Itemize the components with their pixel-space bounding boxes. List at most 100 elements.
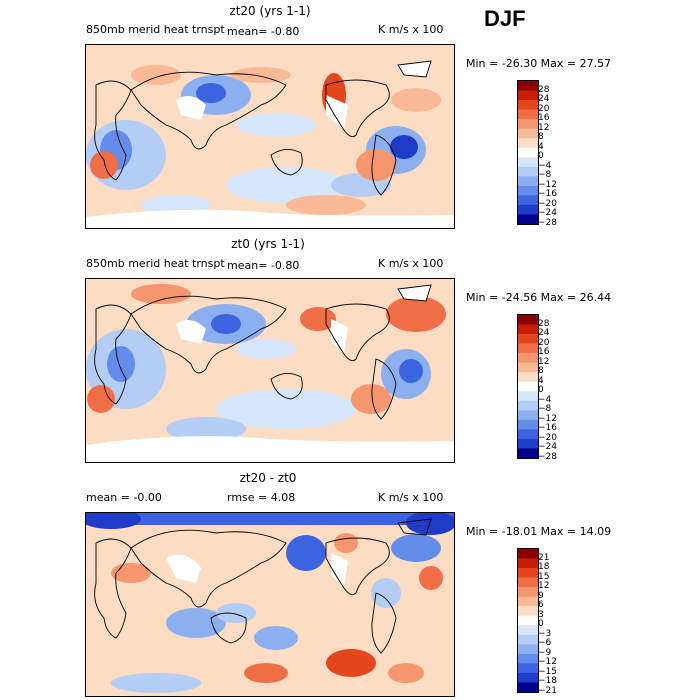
panel3-map xyxy=(85,512,455,697)
panel1-colorbar-swatch xyxy=(518,138,538,149)
panel2-subtitle: 850mb merid heat trnspt xyxy=(86,257,225,270)
panel2-colorbar-swatch xyxy=(518,438,538,449)
panel2-colorbar-swatch xyxy=(518,429,538,440)
panel2-colorbar-label: −16 xyxy=(538,423,557,434)
panel1-colorbar-swatch xyxy=(518,166,538,177)
panel3-map-svg xyxy=(86,513,454,696)
panel3-mean: mean = -0.00 xyxy=(86,491,162,504)
panel1-colorbar-label: −28 xyxy=(538,218,557,228)
panel1-map-svg xyxy=(86,45,454,228)
panel3-colorbar-swatch xyxy=(518,558,538,569)
panel3-colorbar-label: −12 xyxy=(538,657,557,668)
panel2-colorbar-label: 16 xyxy=(538,347,550,358)
panel1-coastlines xyxy=(94,60,432,196)
panel2-colorbar-swatch xyxy=(518,324,538,335)
panel2-mean: mean= -0.80 xyxy=(227,259,300,272)
panel2-colorbar-swatch xyxy=(518,343,538,354)
panel1-subtitle: 850mb merid heat trnspt xyxy=(86,23,225,36)
panel3-colorbar-swatch xyxy=(518,577,538,588)
panel1-colorbar-label: 12 xyxy=(538,122,550,133)
season-label: DJF xyxy=(484,6,526,31)
panel2-colorbar-box xyxy=(517,314,539,459)
panel3-colorbar-swatch xyxy=(518,596,538,607)
panel3-colorbar-swatch xyxy=(518,625,538,636)
panel1-colorbar-swatch xyxy=(518,204,538,215)
panel3-colorbar-label: −21 xyxy=(538,686,557,696)
panel3-colorbar-label: −3 xyxy=(538,628,552,639)
panel1-colorbar-swatch xyxy=(518,157,538,168)
panel2-colorbar-label: 12 xyxy=(538,356,550,367)
panel2-colorbar-label: −24 xyxy=(538,442,557,453)
panel2-minmax: Min = -24.56 Max = 26.44 xyxy=(466,291,612,304)
panel3-colorbar-swatch xyxy=(518,663,538,674)
panel2-colorbar-label: 28 xyxy=(538,318,550,329)
panel2-colorbar-swatch xyxy=(518,400,538,411)
panel3-colorbar-label: −9 xyxy=(538,647,552,658)
panel2-colorbar-swatch xyxy=(518,448,538,459)
panel3-colorbar-label: 3 xyxy=(538,609,544,620)
panel2-colorbar-label: 4 xyxy=(538,375,544,386)
panel2-units: K m/s x 100 xyxy=(378,257,444,270)
panel2-colorbar-swatch xyxy=(518,353,538,363)
panel3-title: zt20 - zt0 xyxy=(239,471,297,485)
panel1-mean: mean= -0.80 xyxy=(227,25,300,38)
panel3-colorbar-label: 18 xyxy=(538,562,550,573)
panel2-colorbar-swatch xyxy=(518,419,538,430)
panel1-minmax: Min = -26.30 Max = 27.57 xyxy=(466,57,612,70)
panel2-colorbar-swatch xyxy=(518,391,538,402)
panel3-colorbar-swatch xyxy=(518,653,538,664)
panel3-colorbar-swatch xyxy=(518,587,538,597)
panel3-colorbar-svg xyxy=(518,549,538,693)
panel3-colorbar-label: 9 xyxy=(538,590,544,601)
panel2-coastlines xyxy=(94,284,432,420)
panel2-colorbar-label: 0 xyxy=(538,385,544,396)
panel3-colorbar-swatch xyxy=(518,615,538,626)
panel1-colorbar-label: −4 xyxy=(538,160,552,171)
panel2-colorbar-label: 8 xyxy=(538,366,544,377)
panel2-colorbar-label: −28 xyxy=(538,452,557,462)
panel3-colorbar-swatch xyxy=(518,549,538,559)
panel1-colorbar-swatch xyxy=(518,185,538,196)
panel2-colorbar-swatch xyxy=(518,410,538,421)
panel3-units: K m/s x 100 xyxy=(378,491,444,504)
panel1-colorbar-swatch xyxy=(518,100,538,110)
panel3-coastlines xyxy=(94,518,432,654)
panel1-colorbar-swatch xyxy=(518,90,538,101)
panel1-colorbar-label: 24 xyxy=(538,94,550,105)
panel1-colorbar-label: 20 xyxy=(538,103,550,114)
panel1-colorbar-label: −12 xyxy=(538,179,557,190)
panel3-colorbar-label: −18 xyxy=(538,676,557,687)
panel3-colorbar-swatch xyxy=(518,606,538,617)
panel3-colorbar-box xyxy=(517,548,539,693)
panel2-map-svg xyxy=(86,279,454,462)
panel1-colorbar-label: −8 xyxy=(538,170,552,181)
panel3-colorbar-label: −15 xyxy=(538,666,557,677)
panel3-colorbar-label: 12 xyxy=(538,581,550,592)
panel2-colorbar-label: 20 xyxy=(538,337,550,348)
panel1-colorbar-swatch xyxy=(518,195,538,206)
panel1-colorbar-box xyxy=(517,80,539,225)
panel2-colorbar-label: 24 xyxy=(538,328,550,339)
panel3-colorbar-label: 15 xyxy=(538,571,550,582)
panel3-colorbar-label: 21 xyxy=(538,552,550,563)
panel3-colorbar-label: 6 xyxy=(538,600,544,611)
panel2-colorbar-label: −8 xyxy=(538,404,552,415)
panel3-minmax: Min = -18.01 Max = 14.09 xyxy=(466,525,612,538)
panel1-colorbar-swatch xyxy=(518,128,538,139)
panel1-colorbar-swatch xyxy=(518,176,538,187)
panel1-units: K m/s x 100 xyxy=(378,23,444,36)
panel2-colorbar-swatch xyxy=(518,362,538,373)
panel3-colorbar-label: −6 xyxy=(538,638,552,649)
panel2-colorbar-label: −20 xyxy=(538,432,557,443)
panel3-colorbar-label: 0 xyxy=(538,619,544,630)
panel1-colorbar-label: −24 xyxy=(538,208,557,219)
panel1-colorbar-label: 28 xyxy=(538,84,550,95)
panel1-colorbar-swatch xyxy=(518,81,538,91)
panel1-colorbar-svg xyxy=(518,81,538,225)
panel1-colorbar-swatch xyxy=(518,214,538,225)
panel1-colorbar-label: 0 xyxy=(538,151,544,162)
panel3-rmse: rmse = 4.08 xyxy=(227,491,296,504)
panel1-colorbar-label: 8 xyxy=(538,132,544,143)
panel1-colorbar-swatch xyxy=(518,109,538,120)
panel3-colorbar-swatch xyxy=(518,568,538,578)
